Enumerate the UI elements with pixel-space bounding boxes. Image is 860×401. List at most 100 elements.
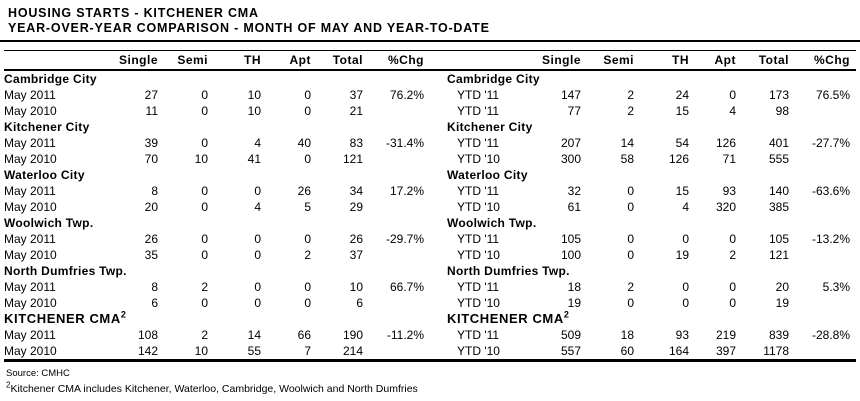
value-cell: 0	[201, 248, 208, 262]
pct-cell: 5.3%	[822, 280, 850, 294]
column-header-th-right: TH	[640, 50, 695, 71]
value-cell: 10	[247, 104, 261, 118]
value-cell: 0	[729, 296, 736, 310]
value-cell: 401	[768, 136, 789, 150]
row-label: May 2011	[4, 88, 56, 102]
table-row: May 2010 142 10 55 7 214 YTD '10 557 60 …	[4, 343, 856, 361]
footnote: 2Kitchener CMA includes Kitchener, Water…	[6, 380, 418, 395]
value-cell: 2	[304, 248, 311, 262]
value-cell: 509	[560, 328, 581, 342]
value-cell: 34	[349, 184, 363, 198]
value-cell: 29	[349, 200, 363, 214]
value-cell: 0	[304, 88, 311, 102]
footnote-marker: 2	[563, 311, 570, 320]
pct-cell	[369, 103, 430, 119]
section-header-row: Cambridge City Cambridge City	[4, 70, 856, 87]
table-row: May 2011 8 0 0 26 34 17.2% YTD '11 32 0 …	[4, 183, 856, 199]
column-header-apt-left: Apt	[267, 50, 317, 71]
table-row: May 2010 35 0 0 2 37 YTD '10 100 0 19 2 …	[4, 247, 856, 263]
pct-cell	[369, 343, 430, 361]
value-cell: 0	[627, 232, 634, 246]
value-cell: 0	[254, 296, 261, 310]
group-label-kitchener-right: Kitchener City	[447, 120, 533, 134]
value-cell: 20	[144, 200, 158, 214]
value-cell: 0	[729, 88, 736, 102]
table-row: May 2011 27 0 10 0 37 76.2% YTD '11 147 …	[4, 87, 856, 103]
value-cell: 121	[342, 152, 363, 166]
value-cell: 0	[729, 280, 736, 294]
pct-cell	[795, 295, 856, 311]
value-cell: 0	[682, 280, 689, 294]
value-cell: 0	[201, 232, 208, 246]
value-cell: 2	[627, 88, 634, 102]
group-label-woolwich-left: Woolwich Twp.	[4, 216, 94, 230]
value-cell: 142	[137, 344, 158, 358]
value-cell: 8	[151, 184, 158, 198]
pct-cell: 76.5%	[815, 88, 850, 102]
value-cell: 0	[627, 184, 634, 198]
row-label: May 2011	[4, 232, 56, 246]
row-label: May 2011	[4, 184, 56, 198]
value-cell: 0	[729, 232, 736, 246]
pct-cell: 17.2%	[389, 184, 424, 198]
row-label: YTD '10	[457, 248, 500, 262]
value-cell: 0	[201, 184, 208, 198]
value-cell: 15	[675, 104, 689, 118]
table-row: May 2011 8 2 0 0 10 66.7% YTD '11 18 2 0…	[4, 279, 856, 295]
group-label-cma-right: KITCHENER CMA2	[447, 311, 570, 326]
value-cell: 66	[297, 328, 311, 342]
value-cell: 2	[201, 280, 208, 294]
column-header-semi-left: Semi	[164, 50, 214, 71]
value-cell: 147	[560, 88, 581, 102]
value-cell: 4	[729, 104, 736, 118]
value-cell: 19	[567, 296, 581, 310]
column-header-th-left: TH	[214, 50, 267, 71]
pct-cell	[369, 247, 430, 263]
table-row: May 2011 108 2 14 66 190 -11.2% YTD '11 …	[4, 327, 856, 343]
value-cell: 140	[768, 184, 789, 198]
group-label-northdumfries-right: North Dumfries Twp.	[447, 264, 570, 278]
empty-header-cell	[4, 50, 112, 71]
value-cell: 385	[768, 200, 789, 214]
value-cell: 37	[349, 248, 363, 262]
group-label-northdumfries-left: North Dumfries Twp.	[4, 264, 127, 278]
value-cell: 4	[682, 200, 689, 214]
value-cell: 219	[715, 328, 736, 342]
value-cell: 0	[254, 248, 261, 262]
value-cell: 108	[137, 328, 158, 342]
value-cell: 4	[254, 136, 261, 150]
report-header: HOUSING STARTS - KITCHENER CMA YEAR-OVER…	[0, 0, 860, 42]
row-label: YTD '11	[457, 104, 500, 118]
value-cell: 126	[715, 136, 736, 150]
row-label: May 2011	[4, 136, 56, 150]
row-label: YTD '10	[457, 200, 500, 214]
pct-cell: -27.7%	[811, 136, 850, 150]
source-note: Source: CMHC	[6, 368, 70, 379]
section-header-row: North Dumfries Twp. North Dumfries Twp.	[4, 263, 856, 279]
value-cell: 0	[201, 104, 208, 118]
pct-cell	[795, 343, 856, 361]
value-cell: 0	[254, 184, 261, 198]
pct-cell	[795, 199, 856, 215]
value-cell: 60	[620, 344, 634, 358]
value-cell: 61	[567, 200, 581, 214]
value-cell: 7	[304, 344, 311, 358]
value-cell: 98	[775, 104, 789, 118]
value-cell: 18	[567, 280, 581, 294]
value-cell: 37	[349, 88, 363, 102]
value-cell: 93	[722, 184, 736, 198]
table-row: May 2011 26 0 0 0 26 -29.7% YTD '11 105 …	[4, 231, 856, 247]
value-cell: 27	[144, 88, 158, 102]
value-cell: 19	[775, 296, 789, 310]
group-label-waterloo-right: Waterloo City	[447, 168, 528, 182]
group-label-waterloo-left: Waterloo City	[4, 168, 85, 182]
value-cell: 11	[145, 104, 158, 118]
value-cell: 18	[620, 328, 634, 342]
value-cell: 10	[194, 344, 208, 358]
housing-starts-table: Single Semi TH Apt Total %Chg Single Sem…	[4, 50, 856, 362]
value-cell: 39	[144, 136, 158, 150]
column-header-total-right: Total	[742, 50, 795, 71]
value-cell: 190	[342, 328, 363, 342]
value-cell: 300	[560, 152, 581, 166]
row-label: YTD '10	[457, 296, 500, 310]
